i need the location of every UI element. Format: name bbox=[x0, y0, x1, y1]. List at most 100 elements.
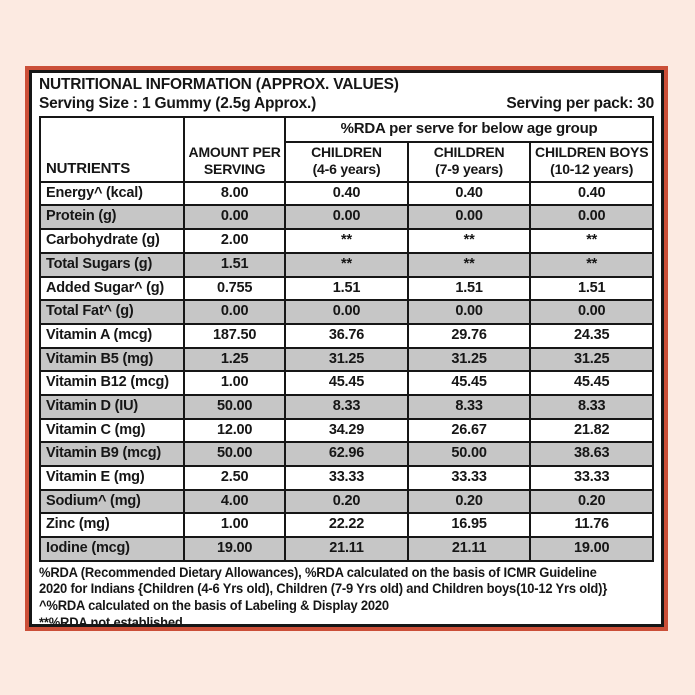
amount-header-line1: AMOUNT PER bbox=[188, 143, 281, 160]
nutrient-value-cell: 33.33 bbox=[284, 465, 409, 491]
nutrient-value-cell: 1.51 bbox=[284, 275, 409, 302]
column-header-children-boys-10-12: CHILDREN BOYS (10-12 years) bbox=[529, 140, 654, 183]
nutrient-value-cell: 4.00 bbox=[183, 488, 287, 515]
nutrient-value-cell: 0.00 bbox=[183, 204, 287, 231]
footnotes-block: %RDA (Recommended Dietary Allowances), %… bbox=[39, 565, 654, 627]
nutrient-name-cell: Zinc (mg) bbox=[38, 512, 186, 539]
nutrient-value-cell: 50.00 bbox=[183, 441, 287, 467]
serving-size-text: Serving Size : 1 Gummy (2.5g Approx.) bbox=[39, 95, 317, 112]
nutrition-info-title: NUTRITIONAL INFORMATION (APPROX. VALUES) bbox=[39, 76, 399, 93]
nutrient-value-cell: 0.00 bbox=[183, 299, 287, 325]
footnote-text: **%RDA not established bbox=[39, 614, 183, 627]
nutrient-value-cell: 19.00 bbox=[529, 536, 654, 562]
nutrient-value-cell: 8.33 bbox=[406, 393, 532, 420]
nutrient-value-cell: ** bbox=[284, 251, 409, 278]
nutrient-value-cell: 29.76 bbox=[406, 322, 532, 349]
nutrient-value-cell: 33.33 bbox=[406, 465, 532, 491]
column-header-rda-age-group: %RDA per serve for below age group bbox=[284, 116, 654, 143]
column-header-nutrients: NUTRIENTS bbox=[38, 116, 186, 183]
nutrient-name-cell: Protein (g) bbox=[38, 204, 186, 231]
nutrient-value-cell: ** bbox=[529, 228, 654, 254]
nutrient-value-cell: 21.11 bbox=[284, 536, 409, 562]
nutrient-name-cell: Energy^ (kcal) bbox=[38, 180, 186, 207]
nutrient-name-cell: Vitamin B12 (mcg) bbox=[38, 370, 186, 396]
nutrient-value-cell: 0.20 bbox=[406, 488, 532, 515]
nutrient-name-cell: Vitamin B9 (mcg) bbox=[38, 441, 186, 467]
nutrient-value-cell: 8.00 bbox=[183, 180, 287, 207]
nutrient-value-cell: 21.11 bbox=[406, 536, 532, 562]
footnote-line: ^%RDA calculated on the basis of Labelin… bbox=[39, 598, 654, 615]
nutrient-row: Vitamin B9 (mcg) 50.00 62.96 50.00 38.63 bbox=[38, 441, 654, 467]
nutrient-name-cell: Total Sugars (g) bbox=[38, 251, 186, 278]
nutrient-value-cell: 0.00 bbox=[529, 299, 654, 325]
nutrient-value-cell: 11.76 bbox=[529, 512, 654, 539]
nutrient-value-cell: 38.63 bbox=[529, 441, 654, 467]
children-boys-10-12-line1: CHILDREN BOYS bbox=[535, 143, 649, 160]
nutrient-value-cell: 0.755 bbox=[183, 275, 287, 302]
footnote-text: ^%RDA calculated on the basis of Labelin… bbox=[39, 598, 389, 614]
nutrient-name-cell: Vitamin C (mg) bbox=[38, 417, 186, 444]
nutrient-value-cell: 1.51 bbox=[529, 275, 654, 302]
nutrient-value-cell: 1.25 bbox=[183, 346, 287, 373]
nutrient-value-cell: 1.00 bbox=[183, 512, 287, 539]
nutrient-value-cell: 0.00 bbox=[284, 299, 409, 325]
nutrient-value-cell: 34.29 bbox=[284, 417, 409, 444]
nutrient-value-cell: 24.35 bbox=[529, 322, 654, 349]
children-4-6-line2: (4-6 years) bbox=[312, 161, 381, 178]
nutrient-value-cell: 31.25 bbox=[529, 346, 654, 373]
nutrient-value-cell: 50.00 bbox=[183, 393, 287, 420]
nutrient-name-cell: Vitamin D (IU) bbox=[38, 393, 186, 420]
children-7-9-line2: (7-9 years) bbox=[435, 161, 503, 178]
nutrient-value-cell: 31.25 bbox=[284, 346, 409, 373]
nutrient-value-cell: 16.95 bbox=[406, 512, 532, 539]
nutrient-name-cell: Carbohydrate (g) bbox=[38, 228, 186, 254]
nutrient-name-cell: Total Fat^ (g) bbox=[38, 299, 186, 325]
nutrient-row: Vitamin A (mcg) 187.50 36.76 29.76 24.35 bbox=[38, 322, 654, 349]
footnote-line: %RDA (Recommended Dietary Allowances), %… bbox=[39, 565, 654, 582]
nutrient-value-cell: 0.00 bbox=[284, 204, 409, 231]
nutrient-value-cell: 0.00 bbox=[406, 204, 532, 231]
nutrient-value-cell: 45.45 bbox=[529, 370, 654, 396]
nutrient-row: Vitamin C (mg) 12.00 34.29 26.67 21.82 bbox=[38, 417, 654, 444]
nutrient-value-cell: 8.33 bbox=[284, 393, 409, 420]
footnote-line: **%RDA not established bbox=[39, 614, 654, 627]
nutrient-name-cell: Vitamin E (mg) bbox=[38, 465, 186, 491]
nutrient-value-cell: 8.33 bbox=[529, 393, 654, 420]
nutrient-name-cell: Vitamin A (mcg) bbox=[38, 322, 186, 349]
nutrient-value-cell: 26.67 bbox=[406, 417, 532, 444]
amount-header-line2: SERVING bbox=[203, 161, 266, 178]
nutrient-value-cell: 187.50 bbox=[183, 322, 287, 349]
nutrient-row: Energy^ (kcal) 8.00 0.40 0.40 0.40 bbox=[38, 180, 654, 207]
nutrient-value-cell: 0.40 bbox=[406, 180, 532, 207]
nutrient-value-cell: 2.00 bbox=[183, 228, 287, 254]
children-7-9-line1: CHILDREN bbox=[433, 143, 505, 160]
nutrient-value-cell: 0.00 bbox=[406, 299, 532, 325]
nutrient-value-cell: 31.25 bbox=[406, 346, 532, 373]
nutrient-row: Sodium^ (mg) 4.00 0.20 0.20 0.20 bbox=[38, 488, 654, 515]
children-4-6-line1: CHILDREN bbox=[311, 143, 382, 160]
nutrient-row: Zinc (mg) 1.00 22.22 16.95 11.76 bbox=[38, 512, 654, 539]
nutrient-value-cell: 1.00 bbox=[183, 370, 287, 396]
nutrient-row: Protein (g) 0.00 0.00 0.00 0.00 bbox=[38, 204, 654, 231]
nutrient-value-cell: ** bbox=[284, 228, 409, 254]
footnote-text: %RDA (Recommended Dietary Allowances), %… bbox=[39, 564, 597, 580]
nutrient-value-cell: 0.40 bbox=[529, 180, 654, 207]
nutrient-value-cell: 22.22 bbox=[284, 512, 409, 539]
nutrient-value-cell: 45.45 bbox=[284, 370, 409, 396]
nutrition-table: NUTRIENTS AMOUNT PER SERVING %RDA per se… bbox=[38, 116, 654, 562]
nutrient-name-cell: Sodium^ (mg) bbox=[38, 488, 186, 515]
nutrient-value-cell: 12.00 bbox=[183, 417, 287, 444]
nutrient-value-cell: 1.51 bbox=[406, 275, 532, 302]
nutrient-row: Vitamin E (mg) 2.50 33.33 33.33 33.33 bbox=[38, 465, 654, 491]
nutrition-table-header: NUTRIENTS AMOUNT PER SERVING %RDA per se… bbox=[38, 116, 654, 183]
column-header-children-7-9: CHILDREN (7-9 years) bbox=[406, 140, 532, 183]
nutrient-row: Carbohydrate (g) 2.00 ** ** ** bbox=[38, 228, 654, 254]
nutrient-value-cell: ** bbox=[529, 251, 654, 278]
nutrient-row: Added Sugar^ (g) 0.755 1.51 1.51 1.51 bbox=[38, 275, 654, 302]
nutrient-value-cell: 0.20 bbox=[529, 488, 654, 515]
nutrient-value-cell: 0.00 bbox=[529, 204, 654, 231]
nutrient-value-cell: 19.00 bbox=[183, 536, 287, 562]
nutrient-value-cell: 21.82 bbox=[529, 417, 654, 444]
nutrient-value-cell: 0.40 bbox=[284, 180, 409, 207]
nutrient-name-cell: Iodine (mcg) bbox=[38, 536, 186, 562]
